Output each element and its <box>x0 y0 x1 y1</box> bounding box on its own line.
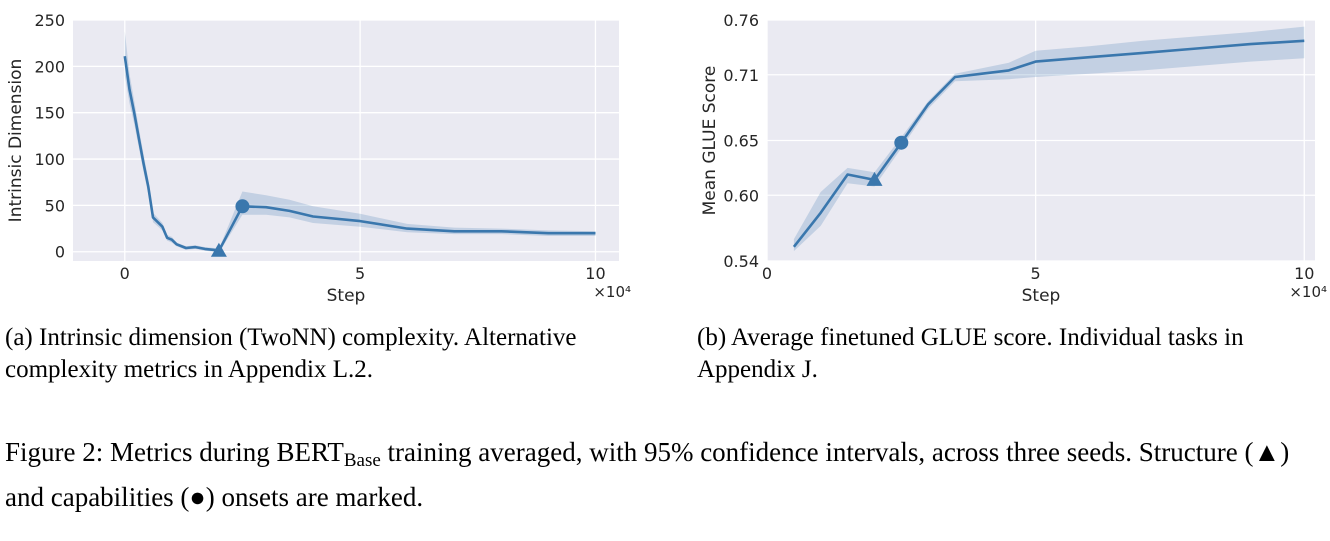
x-tick-label: 0 <box>762 264 772 283</box>
y-tick-label: 50 <box>45 196 65 215</box>
confidence-band <box>124 31 596 253</box>
y-axis-label: Mean GLUE Score <box>700 66 720 216</box>
capabilities-onset-marker <box>235 199 250 214</box>
x-axis-label: Step <box>1022 286 1061 306</box>
y-tick-label: 100 <box>34 150 65 169</box>
x-axis-multiplier: ×10⁴ <box>593 283 631 301</box>
y-tick-label: 0.60 <box>723 186 759 205</box>
x-tick-label: 0 <box>120 264 130 283</box>
y-tick-label: 0 <box>55 243 65 262</box>
y-tick-label: 150 <box>34 104 65 123</box>
y-tick-label: 0.54 <box>723 252 759 271</box>
confidence-band <box>793 26 1305 252</box>
figure-caption: Figure 2: Metrics during BERTBase traini… <box>5 434 1327 516</box>
caption-b: (b) Average finetuned GLUE score. Indivi… <box>697 324 1244 383</box>
y-tick-label: 200 <box>34 57 65 76</box>
x-tick-label: 10 <box>1294 264 1314 283</box>
x-axis-multiplier: ×10⁴ <box>1289 283 1327 301</box>
x-tick-label: 5 <box>1031 264 1041 283</box>
series-line <box>123 56 596 253</box>
figure-caption-suffix: training averaged, with 95% confidence i… <box>5 437 1290 512</box>
x-tick-label: 5 <box>355 264 365 283</box>
structure-onset-marker <box>210 242 227 257</box>
y-tick-label: 0.71 <box>723 66 759 85</box>
caption-a: (a) Intrinsic dimension (TwoNN) complexi… <box>5 324 577 383</box>
figure-caption-prefix: Figure 2: Metrics during BERT <box>5 437 344 467</box>
y-tick-label: 0.76 <box>723 11 759 30</box>
capabilities-onset-marker <box>894 135 909 150</box>
figure-caption-subscript: Base <box>343 450 381 471</box>
y-tick-label: 0.65 <box>723 132 759 151</box>
structure-onset-marker <box>866 171 883 186</box>
x-axis-label: Step <box>327 286 366 306</box>
y-tick-label: 250 <box>34 11 65 30</box>
series-line <box>792 39 1305 248</box>
x-tick-label: 10 <box>585 264 605 283</box>
y-axis-label: Intrinsic Dimension <box>6 59 26 223</box>
chart-glue-score: 0 5 10 0.54 0.60 0.65 0.71 0.76 Step Mean GLUE Sc… <box>700 11 1327 306</box>
